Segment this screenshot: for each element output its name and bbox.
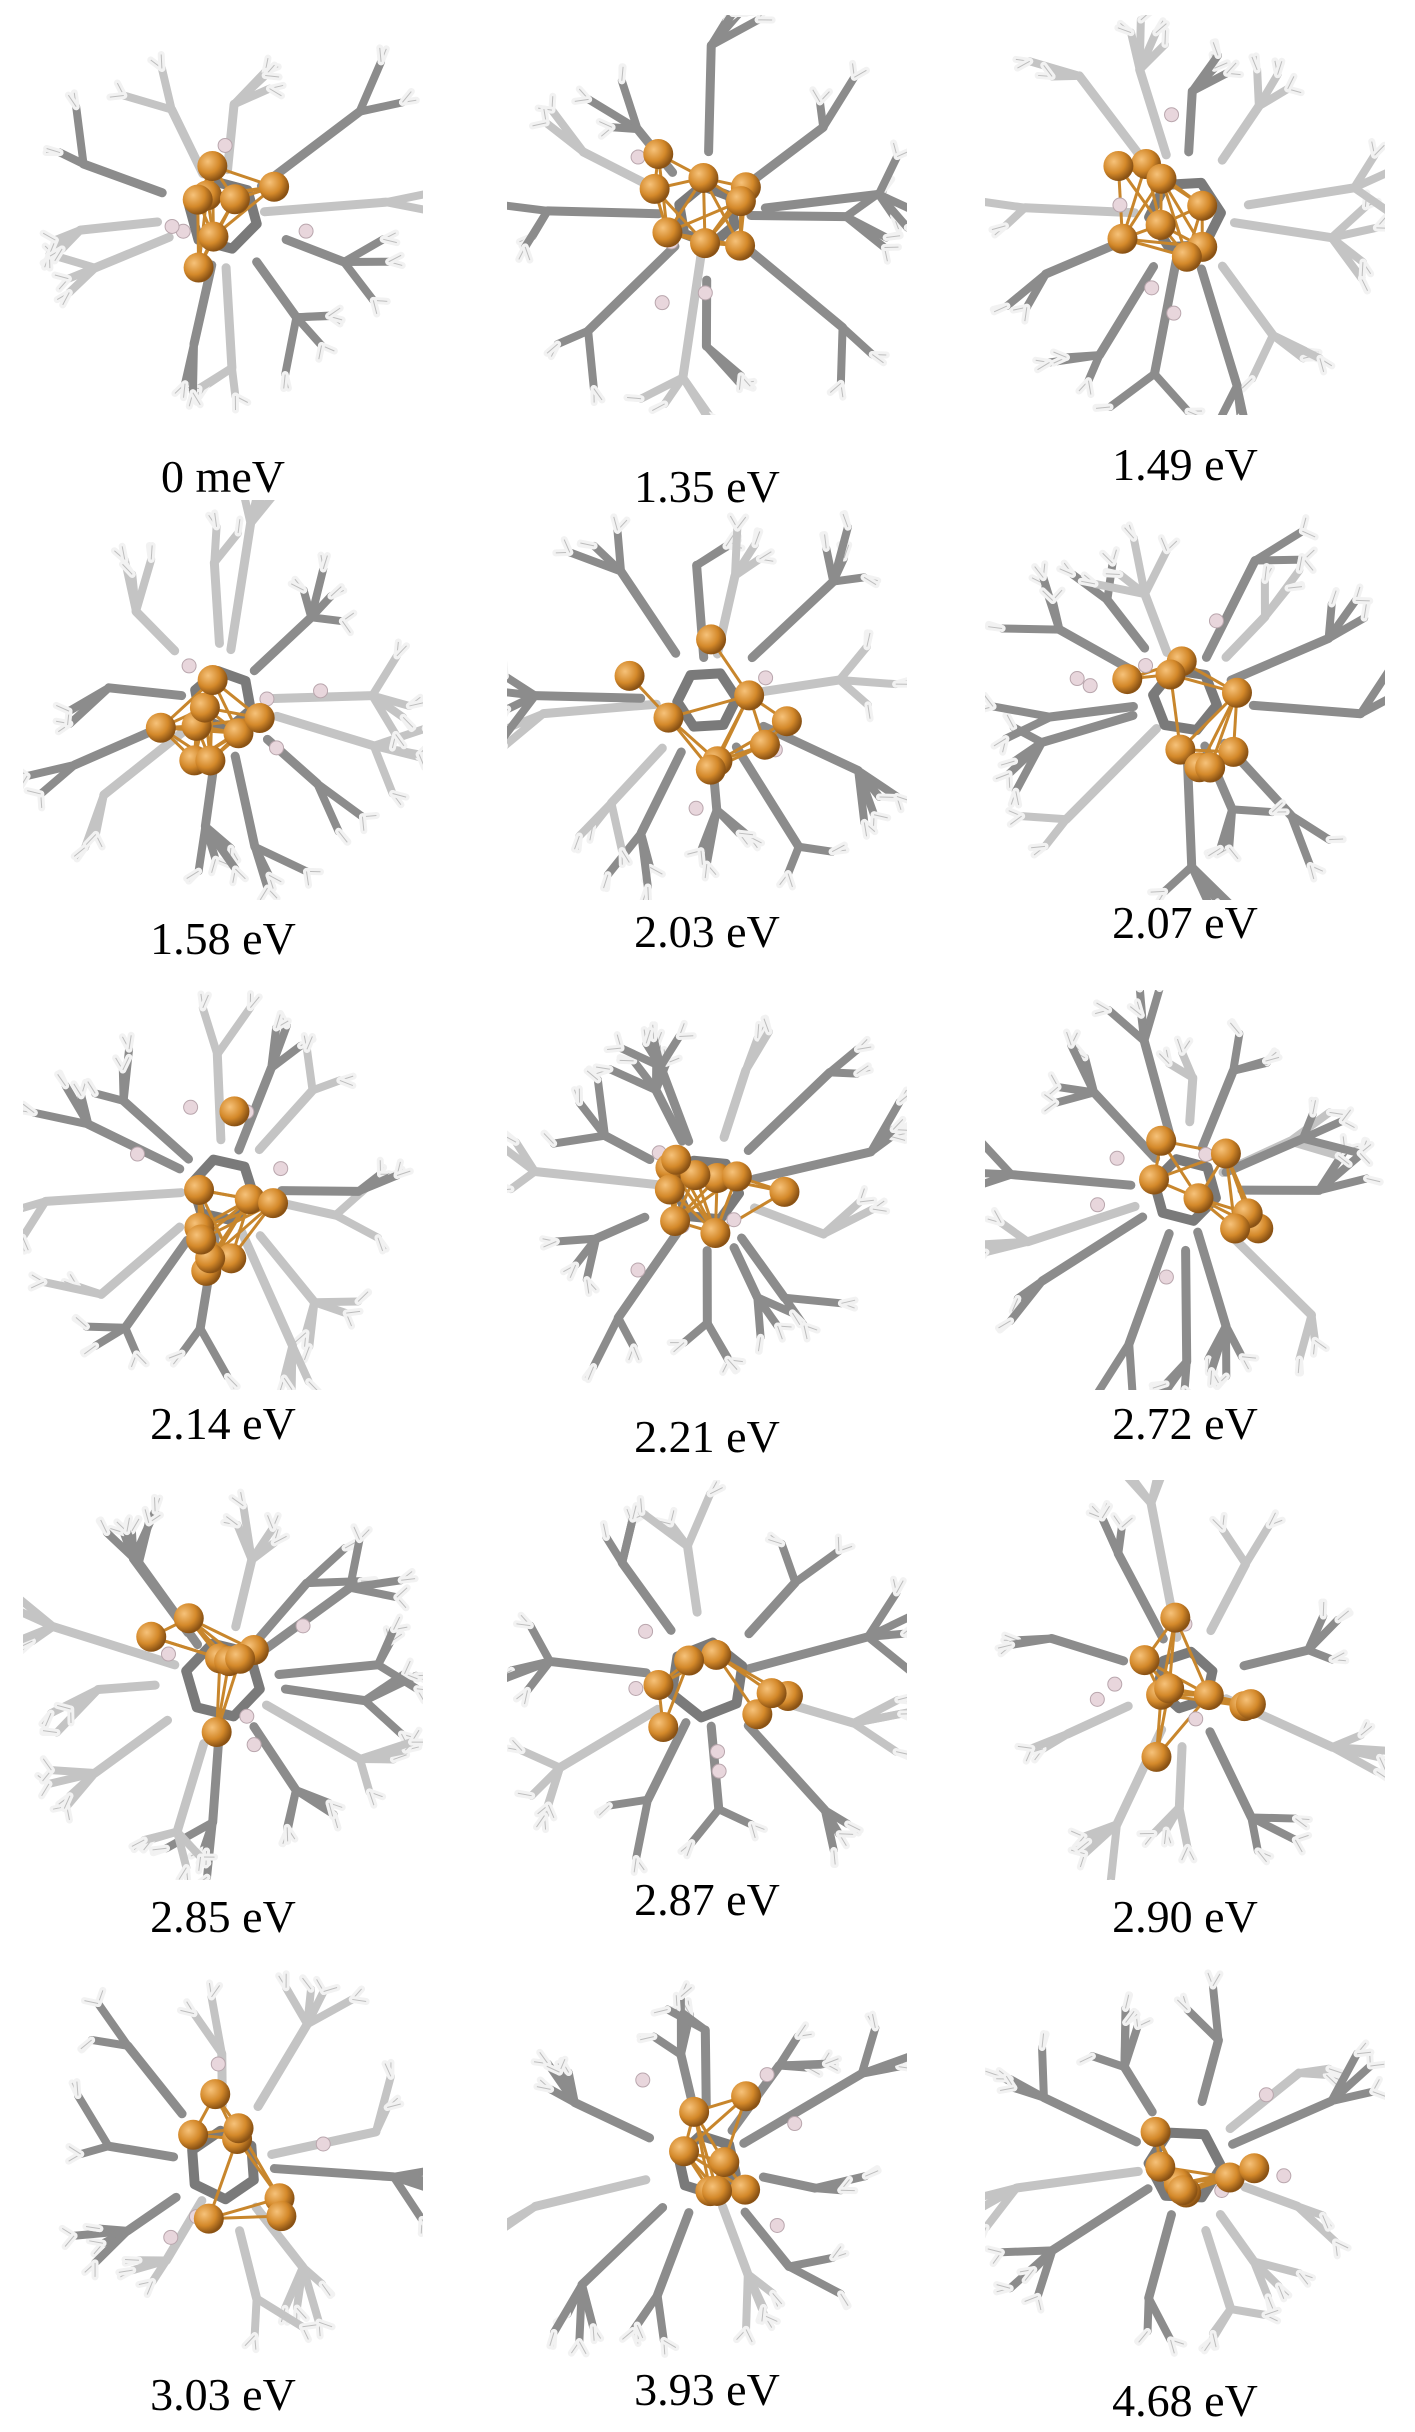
metal-core <box>164 137 314 283</box>
metal-core <box>1140 2087 1292 2208</box>
molecule-structure-image <box>985 1969 1385 2357</box>
molecule-structure-image <box>507 510 907 900</box>
molecule-structure-image <box>507 15 907 415</box>
ligand-sticks <box>985 514 1385 900</box>
ligand-sticks <box>507 510 907 900</box>
metal-core <box>1090 1125 1274 1285</box>
ligand-sticks <box>985 1969 1385 2357</box>
metal-core <box>635 2067 803 2233</box>
metal-core <box>145 658 329 776</box>
ligand-sticks <box>507 15 907 415</box>
ligand-sticks <box>507 1980 907 2358</box>
energy-label: 2.87 eV <box>634 1874 780 1925</box>
molecule-structure-image <box>985 514 1385 900</box>
energy-label: 4.68 eV <box>1112 2375 1258 2426</box>
molecule-structure-image <box>23 500 423 900</box>
energy-label: 1.49 eV <box>1112 439 1258 490</box>
metal-core <box>630 139 761 311</box>
energy-label: 3.03 eV <box>150 2369 296 2420</box>
energy-label: 1.35 eV <box>634 461 780 512</box>
ligand-sticks <box>507 1014 907 1384</box>
metal-core <box>630 1144 800 1278</box>
ligand-sticks <box>507 1480 907 1876</box>
ligand-sticks <box>39 44 423 414</box>
ligand-sticks <box>985 15 1385 415</box>
molecule-structure-image <box>39 44 423 414</box>
molecule-structure-image <box>507 1014 907 1384</box>
energy-label: 2.21 eV <box>634 1411 780 1462</box>
aromatic-ring <box>1149 1154 1221 1226</box>
molecule-structure-image <box>994 1480 1385 1880</box>
metal-core <box>628 1623 803 1779</box>
energy-label: 0 meV <box>161 451 285 502</box>
metal-core <box>136 1603 311 1753</box>
energy-label: 2.90 eV <box>1112 1891 1258 1942</box>
ligand-sticks <box>23 1488 423 1880</box>
energy-label: 2.03 eV <box>634 906 780 957</box>
metal-core <box>1089 1602 1266 1772</box>
energy-label: 1.58 eV <box>150 913 296 964</box>
energy-label: 2.14 eV <box>150 1398 296 1449</box>
energy-label: 2.07 eV <box>1112 897 1258 948</box>
metal-core <box>1103 107 1218 321</box>
energy-label: 2.85 eV <box>150 1891 296 1942</box>
metal-core <box>163 2056 331 2245</box>
energy-label: 2.72 eV <box>1112 1398 1258 1449</box>
ligand-sticks <box>985 990 1384 1390</box>
metal-core <box>614 624 802 816</box>
molecule-structure-image <box>23 990 414 1390</box>
ligand-sticks <box>58 1970 423 2354</box>
aromatic-ring <box>187 2125 259 2205</box>
energy-label: 3.93 eV <box>634 2364 780 2415</box>
metal-core <box>1069 613 1252 783</box>
metal-core <box>129 1096 289 1286</box>
molecule-structure-image <box>985 15 1385 415</box>
molecule-structure-image <box>507 1480 907 1876</box>
molecule-structure-image <box>58 1970 423 2354</box>
molecule-structure-image <box>507 1980 907 2358</box>
ligand-sticks <box>23 500 423 900</box>
ligand-sticks <box>994 1480 1385 1880</box>
molecule-structure-image <box>23 1488 423 1880</box>
molecule-structure-image <box>985 990 1384 1390</box>
